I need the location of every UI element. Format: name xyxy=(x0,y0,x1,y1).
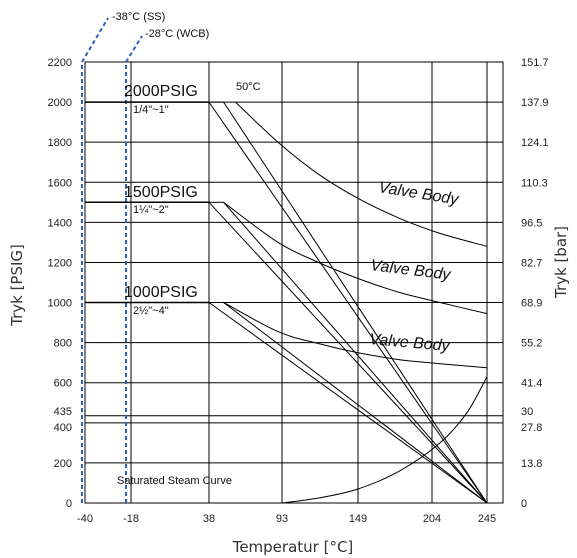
y-tick-label-right: 55.2 xyxy=(521,338,542,350)
seat-line-1000 xyxy=(208,302,488,504)
x-tick-label: 204 xyxy=(423,513,441,525)
size-label-2000: 1/4"~1" xyxy=(133,104,169,116)
y-tick-label-left: 1800 xyxy=(48,137,72,149)
size-label-1000: 2½"~4" xyxy=(133,305,169,317)
y-tick-label-right: 30 xyxy=(521,406,533,418)
y-tick-label-right: 68.9 xyxy=(521,298,542,310)
y-axis-title-left: Tryk [PSIG] xyxy=(8,244,26,327)
y-tick-label-left: 200 xyxy=(54,458,72,470)
valve-body-label-2000: Valve Body xyxy=(377,179,460,209)
seat-line-1500 xyxy=(208,201,488,504)
y-tick-label-right: 124.1 xyxy=(521,137,549,149)
y-tick-label-right: 82.7 xyxy=(521,257,542,269)
rating-label-1000: 1000PSIG xyxy=(124,284,198,301)
data-lines xyxy=(81,17,488,504)
rating-label-2000: 2000PSIG xyxy=(124,83,198,100)
x-tick-label: -40 xyxy=(77,513,93,525)
x-tick-label: -18 xyxy=(123,513,139,525)
y-tick-label-left: 1400 xyxy=(48,217,72,229)
limit-leader-wcb xyxy=(125,35,143,63)
y-tick-label-left: 435 xyxy=(54,406,72,418)
y-tick-label-left: 1600 xyxy=(48,177,72,189)
y-tick-label-right: 151.7 xyxy=(521,57,549,69)
saturated-steam-label: Saturated Steam Curve xyxy=(117,475,232,487)
seat-line-2000 xyxy=(208,101,488,504)
size-label-1500: 1¼"~2" xyxy=(133,204,169,216)
x-tick-label: 245 xyxy=(478,513,496,525)
y-tick-label-right: 41.4 xyxy=(521,378,542,390)
y-tick-label-left: 600 xyxy=(54,378,72,390)
body-line-2000 xyxy=(223,101,488,504)
limit-leader-ss xyxy=(81,17,109,63)
temp-50c-label: 50°C xyxy=(236,81,261,93)
body-curve-1000 xyxy=(223,302,488,369)
limit-label-wcb: -28°C (WCB) xyxy=(145,28,209,40)
valve-body-label-1500: Valve Body xyxy=(370,257,453,284)
y-tick-label-left: 2200 xyxy=(48,57,72,69)
y-tick-label-left: 800 xyxy=(54,338,72,350)
body-curve-1500 xyxy=(223,201,488,315)
y-axis-title-right: Tryk [bar] xyxy=(552,226,570,299)
saturated-steam-curve xyxy=(281,376,488,504)
y-tick-label-left: 1200 xyxy=(48,257,72,269)
body-line-1000 xyxy=(223,302,488,504)
y-tick-label-right: 110.3 xyxy=(521,177,548,189)
x-tick-label: 93 xyxy=(276,513,288,525)
y-tick-label-right: 13.8 xyxy=(521,458,542,470)
y-tick-label-left: 2000 xyxy=(48,97,72,109)
y-tick-label-left: 1000 xyxy=(48,298,72,310)
y-tick-label-left: 400 xyxy=(54,422,72,434)
y-tick-label-right: 27.8 xyxy=(521,422,542,434)
x-axis-title: Temperatur [°C] xyxy=(232,538,354,556)
y-tick-label-right: 96.5 xyxy=(521,217,542,229)
y-tick-label-left: 0 xyxy=(66,498,72,510)
y-tick-label-right: 137.9 xyxy=(521,97,549,109)
labels: 0 200 400 435 600 800 1000 1200 1400 1600 1800 2000… xyxy=(48,57,549,525)
rating-label-1500: 1500PSIG xyxy=(124,184,198,201)
body-curve-2000 xyxy=(235,101,488,247)
y-tick-label-right: 0 xyxy=(521,498,527,510)
x-tick-label: 149 xyxy=(349,513,367,525)
x-tick-label: 38 xyxy=(203,513,215,525)
limit-label-ss: -38°C (SS) xyxy=(112,11,165,23)
valve-body-label-1000: Valve Body xyxy=(369,331,452,355)
